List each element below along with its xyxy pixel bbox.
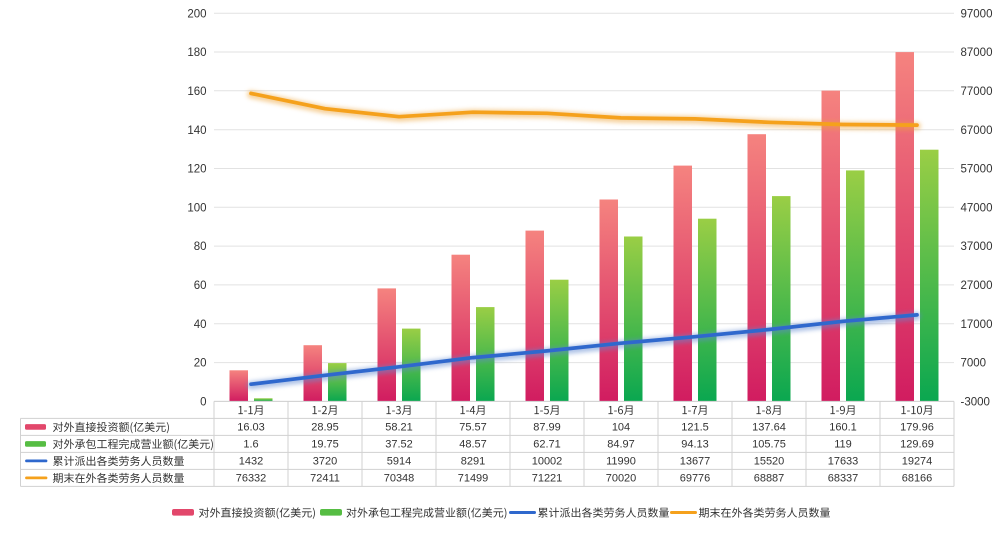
svg-text:16.03: 16.03 (237, 422, 265, 434)
svg-text:20: 20 (194, 358, 207, 370)
svg-text:97000: 97000 (961, 8, 993, 20)
svg-text:17000: 17000 (961, 319, 993, 331)
svg-text:84.97: 84.97 (607, 439, 635, 451)
svg-text:15520: 15520 (754, 456, 785, 468)
svg-text:11990: 11990 (606, 456, 636, 468)
svg-text:87.99: 87.99 (533, 422, 561, 434)
svg-text:71499: 71499 (458, 473, 489, 485)
svg-text:180: 180 (187, 47, 206, 59)
svg-text:68337: 68337 (828, 473, 859, 485)
svg-text:1432: 1432 (239, 456, 263, 468)
svg-text:72411: 72411 (310, 473, 340, 485)
svg-text:17633: 17633 (828, 456, 859, 468)
svg-text:77000: 77000 (961, 86, 993, 98)
svg-text:3720: 3720 (313, 456, 337, 468)
svg-text:80: 80 (194, 241, 207, 253)
svg-text:-3000: -3000 (961, 397, 990, 409)
svg-text:8291: 8291 (461, 456, 485, 468)
svg-text:57000: 57000 (961, 164, 993, 176)
svg-text:58.21: 58.21 (385, 422, 413, 434)
svg-text:70020: 70020 (606, 473, 637, 485)
svg-text:37000: 37000 (961, 241, 993, 253)
svg-text:119: 119 (834, 439, 852, 451)
svg-text:105.75: 105.75 (752, 439, 786, 451)
svg-text:179.96: 179.96 (900, 422, 934, 434)
svg-text:10002: 10002 (532, 456, 563, 468)
svg-text:62.71: 62.71 (533, 439, 561, 451)
svg-text:87000: 87000 (961, 47, 993, 59)
svg-text:68887: 68887 (754, 473, 785, 485)
svg-text:27000: 27000 (961, 280, 993, 292)
svg-text:104: 104 (612, 422, 630, 434)
svg-text:69776: 69776 (680, 473, 711, 485)
svg-text:28.95: 28.95 (311, 422, 339, 434)
svg-text:94.13: 94.13 (681, 439, 709, 451)
svg-text:160.1: 160.1 (829, 422, 857, 434)
svg-text:60: 60 (194, 280, 207, 292)
svg-text:13677: 13677 (680, 456, 711, 468)
svg-text:160: 160 (187, 86, 206, 98)
svg-text:70348: 70348 (384, 473, 415, 485)
svg-text:19274: 19274 (902, 456, 933, 468)
svg-text:48.57: 48.57 (459, 439, 487, 451)
svg-text:40: 40 (194, 319, 207, 331)
svg-text:121.5: 121.5 (681, 422, 709, 434)
svg-text:67000: 67000 (961, 125, 993, 137)
svg-text:37.52: 37.52 (385, 439, 413, 451)
svg-text:76332: 76332 (236, 473, 267, 485)
svg-text:200: 200 (187, 8, 206, 20)
svg-text:129.69: 129.69 (900, 439, 934, 451)
svg-text:120: 120 (187, 164, 206, 176)
svg-text:75.57: 75.57 (459, 422, 487, 434)
svg-text:19.75: 19.75 (311, 439, 339, 451)
svg-text:0: 0 (200, 397, 206, 409)
svg-text:100: 100 (187, 202, 206, 214)
svg-text:71221: 71221 (532, 473, 563, 485)
svg-text:47000: 47000 (961, 202, 993, 214)
svg-text:137.64: 137.64 (752, 422, 786, 434)
svg-text:140: 140 (187, 125, 206, 137)
svg-text:68166: 68166 (902, 473, 933, 485)
svg-text:5914: 5914 (387, 456, 411, 468)
svg-text:1.6: 1.6 (243, 439, 258, 451)
svg-text:7000: 7000 (961, 358, 987, 370)
